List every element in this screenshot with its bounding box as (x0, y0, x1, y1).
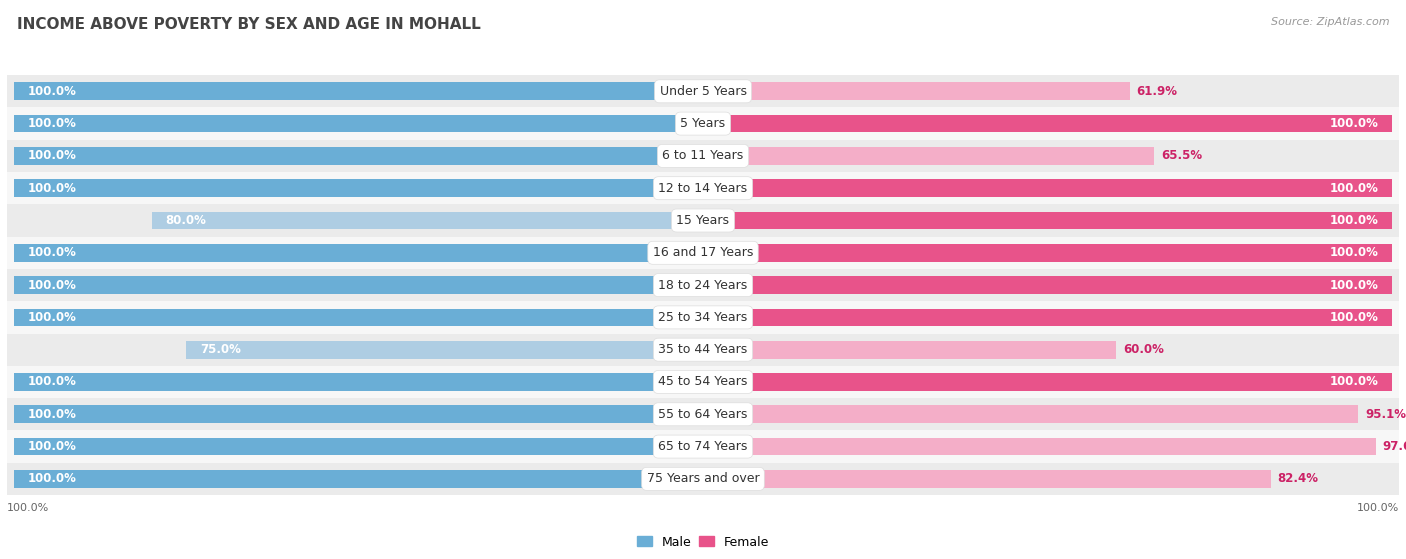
Bar (7, 269, 1399, 301)
Bar (703, 405, 1358, 423)
Text: 75 Years and over: 75 Years and over (647, 472, 759, 485)
Bar (14, 179, 703, 197)
Text: 100.0%: 100.0% (28, 85, 76, 98)
Text: 65.5%: 65.5% (1161, 149, 1202, 163)
Bar (703, 179, 1392, 197)
Text: 100.0%: 100.0% (1330, 182, 1378, 195)
Text: 100.0%: 100.0% (28, 247, 76, 259)
Text: 100.0%: 100.0% (28, 376, 76, 389)
Bar (7, 463, 1399, 495)
Text: 25 to 34 Years: 25 to 34 Years (658, 311, 748, 324)
Bar (14, 147, 703, 165)
Text: 82.4%: 82.4% (1278, 472, 1319, 485)
Text: Source: ZipAtlas.com: Source: ZipAtlas.com (1271, 17, 1389, 27)
Text: INCOME ABOVE POVERTY BY SEX AND AGE IN MOHALL: INCOME ABOVE POVERTY BY SEX AND AGE IN M… (17, 17, 481, 32)
Text: 100.0%: 100.0% (1330, 247, 1378, 259)
Bar (7, 75, 1399, 107)
Text: 95.1%: 95.1% (1365, 408, 1406, 421)
Bar (14, 438, 703, 456)
Text: 16 and 17 Years: 16 and 17 Years (652, 247, 754, 259)
Bar (7, 172, 1399, 205)
Text: 100.0%: 100.0% (28, 472, 76, 485)
Text: 6 to 11 Years: 6 to 11 Years (662, 149, 744, 163)
Text: 5 Years: 5 Years (681, 117, 725, 130)
Text: 15 Years: 15 Years (676, 214, 730, 227)
Bar (7, 334, 1399, 366)
Bar (7, 398, 1399, 430)
Text: 18 to 24 Years: 18 to 24 Years (658, 278, 748, 292)
Bar (703, 82, 1129, 100)
Bar (14, 309, 703, 326)
Text: 100.0%: 100.0% (1330, 311, 1378, 324)
Bar (14, 115, 703, 132)
Bar (14, 244, 703, 262)
Bar (152, 212, 703, 229)
Text: 100.0%: 100.0% (1330, 376, 1378, 389)
Text: 60.0%: 60.0% (1123, 343, 1164, 356)
Bar (14, 470, 703, 488)
Text: 100.0%: 100.0% (28, 182, 76, 195)
Text: 97.6%: 97.6% (1382, 440, 1406, 453)
Bar (703, 276, 1392, 294)
Bar (14, 276, 703, 294)
Bar (7, 107, 1399, 140)
Bar (7, 301, 1399, 334)
Text: 35 to 44 Years: 35 to 44 Years (658, 343, 748, 356)
Legend: Male, Female: Male, Female (631, 530, 775, 553)
Text: 65 to 74 Years: 65 to 74 Years (658, 440, 748, 453)
Bar (703, 115, 1392, 132)
Bar (703, 438, 1375, 456)
Text: 80.0%: 80.0% (166, 214, 207, 227)
Text: 55 to 64 Years: 55 to 64 Years (658, 408, 748, 421)
Bar (703, 309, 1392, 326)
Text: 100.0%: 100.0% (28, 440, 76, 453)
Bar (703, 147, 1154, 165)
Text: 100.0%: 100.0% (28, 117, 76, 130)
Bar (7, 205, 1399, 236)
Text: 100.0%: 100.0% (1330, 278, 1378, 292)
Bar (703, 470, 1271, 488)
Text: 61.9%: 61.9% (1136, 85, 1177, 98)
Text: 75.0%: 75.0% (200, 343, 240, 356)
Bar (703, 212, 1392, 229)
Text: 100.0%: 100.0% (28, 311, 76, 324)
Bar (7, 430, 1399, 463)
Bar (7, 140, 1399, 172)
Bar (14, 82, 703, 100)
Bar (7, 236, 1399, 269)
Bar (14, 405, 703, 423)
Text: 100.0%: 100.0% (28, 408, 76, 421)
Bar (14, 373, 703, 391)
Text: 100.0%: 100.0% (1330, 117, 1378, 130)
Text: 45 to 54 Years: 45 to 54 Years (658, 376, 748, 389)
Text: Under 5 Years: Under 5 Years (659, 85, 747, 98)
Bar (703, 244, 1392, 262)
Text: 100.0%: 100.0% (7, 503, 49, 513)
Text: 100.0%: 100.0% (28, 149, 76, 163)
Bar (7, 366, 1399, 398)
Bar (703, 373, 1392, 391)
Text: 100.0%: 100.0% (1357, 503, 1399, 513)
Bar (703, 341, 1116, 358)
Text: 100.0%: 100.0% (1330, 214, 1378, 227)
Bar (186, 341, 703, 358)
Text: 100.0%: 100.0% (28, 278, 76, 292)
Text: 12 to 14 Years: 12 to 14 Years (658, 182, 748, 195)
